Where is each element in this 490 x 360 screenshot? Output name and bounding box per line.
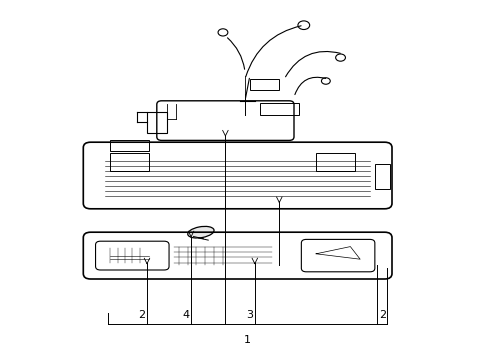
Text: 1: 1: [244, 335, 251, 345]
Text: 2: 2: [139, 310, 146, 320]
Bar: [250, 79, 279, 90]
Bar: [110, 140, 149, 151]
Text: 4: 4: [183, 310, 190, 320]
Bar: [316, 153, 355, 171]
Text: 3: 3: [246, 310, 253, 320]
Bar: [147, 112, 167, 133]
Bar: [110, 153, 149, 171]
Text: 2: 2: [379, 310, 386, 320]
Bar: [260, 103, 299, 115]
Ellipse shape: [188, 226, 214, 238]
Bar: [375, 164, 390, 189]
